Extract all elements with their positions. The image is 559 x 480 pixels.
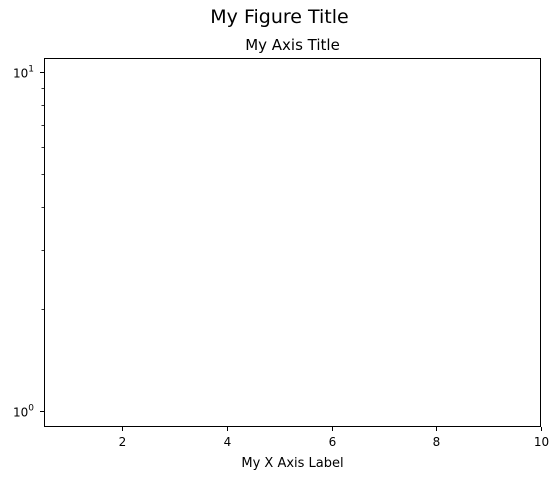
y-tick-label: 100 [13,404,34,420]
x-tick-label: 4 [224,435,232,449]
figure-title: My Figure Title [210,6,349,28]
x-tick-label: 8 [433,435,441,449]
axis-title: My Axis Title [245,36,340,54]
x-axis-label: My X Axis Label [241,456,344,471]
y-tick-label: 101 [13,65,34,81]
x-tick-label: 2 [119,435,127,449]
x-tick-label: 10 [534,435,549,449]
y-ticks: 100 101 [13,65,44,420]
axes-frame [44,58,541,427]
x-ticks: 2 4 6 8 10 [119,427,549,449]
x-tick-label: 6 [329,435,337,449]
